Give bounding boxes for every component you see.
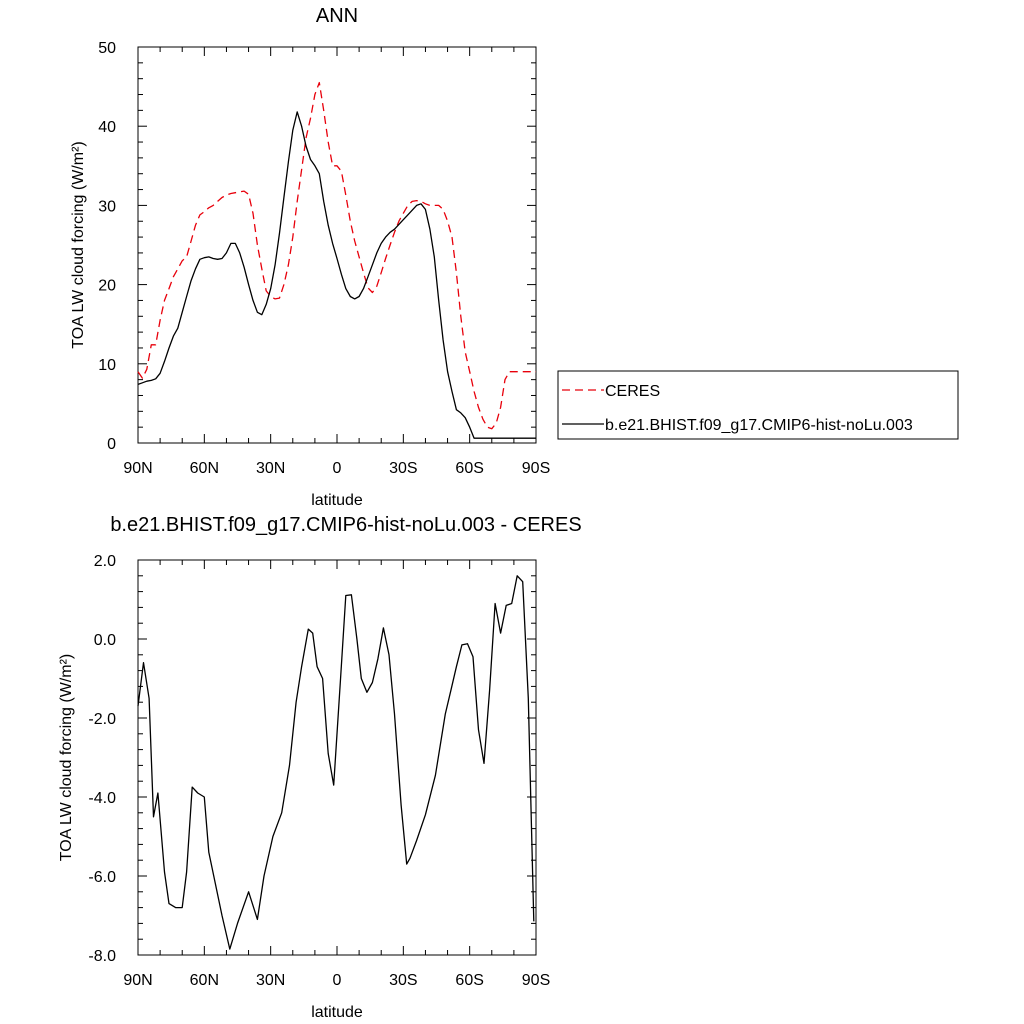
top-chart-title: ANN bbox=[316, 5, 358, 27]
top-series bbox=[137, 81, 536, 439]
x-tick-label: 90S bbox=[522, 972, 550, 989]
x-tick-label: 0 bbox=[333, 460, 342, 477]
x-tick-label: 90N bbox=[123, 460, 152, 477]
y-tick-label: 20 bbox=[98, 278, 116, 295]
y-tick-label: -4.0 bbox=[88, 790, 116, 807]
top-panel: ANN 90N 60N 30N 0 30S 60S 90S 0 10 20 30 40 50 latit… bbox=[70, 5, 959, 509]
y-tick-label: -2.0 bbox=[88, 711, 116, 728]
x-tick-label: 60N bbox=[190, 460, 219, 477]
legend-label-ceres: CERES bbox=[605, 383, 660, 400]
model-series-line bbox=[137, 111, 536, 439]
legend: CERES b.e21.BHIST.f09_g17.CMIP6-hist-noL… bbox=[557, 370, 959, 440]
y-tick-label: 2.0 bbox=[94, 553, 116, 570]
bottom-chart-title: b.e21.BHIST.f09_g17.CMIP6-hist-noLu.003 … bbox=[110, 514, 581, 536]
bottom-x-axis-label: latitude bbox=[311, 1004, 363, 1021]
top-plot-frame bbox=[137, 46, 537, 444]
x-tick-label: 30N bbox=[256, 972, 285, 989]
y-tick-label: -8.0 bbox=[88, 948, 116, 965]
x-tick-label: 90S bbox=[522, 460, 550, 477]
bottom-ticks: 90N 60N 30N 0 30S 60S 90S -8.0 -6.0 -4.0 -2.0 0.0 2.… bbox=[88, 553, 550, 989]
top-y-axis-label: TOA LW cloud forcing (W/m²) bbox=[70, 141, 87, 348]
x-tick-label: 60N bbox=[190, 972, 219, 989]
bottom-plot-frame bbox=[137, 559, 537, 956]
legend-box bbox=[557, 370, 959, 440]
x-tick-label: 0 bbox=[333, 972, 342, 989]
y-tick-label: 10 bbox=[98, 357, 116, 374]
y-tick-label: 0 bbox=[107, 436, 116, 453]
ceres-series-line bbox=[137, 81, 536, 430]
bottom-panel: b.e21.BHIST.f09_g17.CMIP6-hist-noLu.003 … bbox=[58, 514, 582, 1021]
top-x-axis-label: latitude bbox=[311, 492, 363, 509]
y-tick-label: 40 bbox=[98, 119, 116, 136]
x-tick-label: 60S bbox=[455, 460, 483, 477]
bottom-y-axis-label: TOA LW cloud forcing (W/m²) bbox=[58, 654, 75, 861]
x-tick-label: 30S bbox=[389, 460, 417, 477]
y-tick-label: 30 bbox=[98, 198, 116, 215]
bottom-series bbox=[137, 575, 535, 950]
y-tick-label: 50 bbox=[98, 40, 116, 57]
legend-label-model: b.e21.BHIST.f09_g17.CMIP6-hist-noLu.003 bbox=[605, 417, 913, 434]
top-ticks: 90N 60N 30N 0 30S 60S 90S 0 10 20 30 40 50 bbox=[98, 40, 550, 477]
y-tick-label: -6.0 bbox=[88, 869, 116, 886]
y-tick-label: 0.0 bbox=[94, 632, 116, 649]
difference-series-line bbox=[137, 575, 535, 950]
x-tick-label: 30S bbox=[389, 972, 417, 989]
x-tick-label: 30N bbox=[256, 460, 285, 477]
x-tick-label: 60S bbox=[455, 972, 483, 989]
x-tick-label: 90N bbox=[123, 972, 152, 989]
